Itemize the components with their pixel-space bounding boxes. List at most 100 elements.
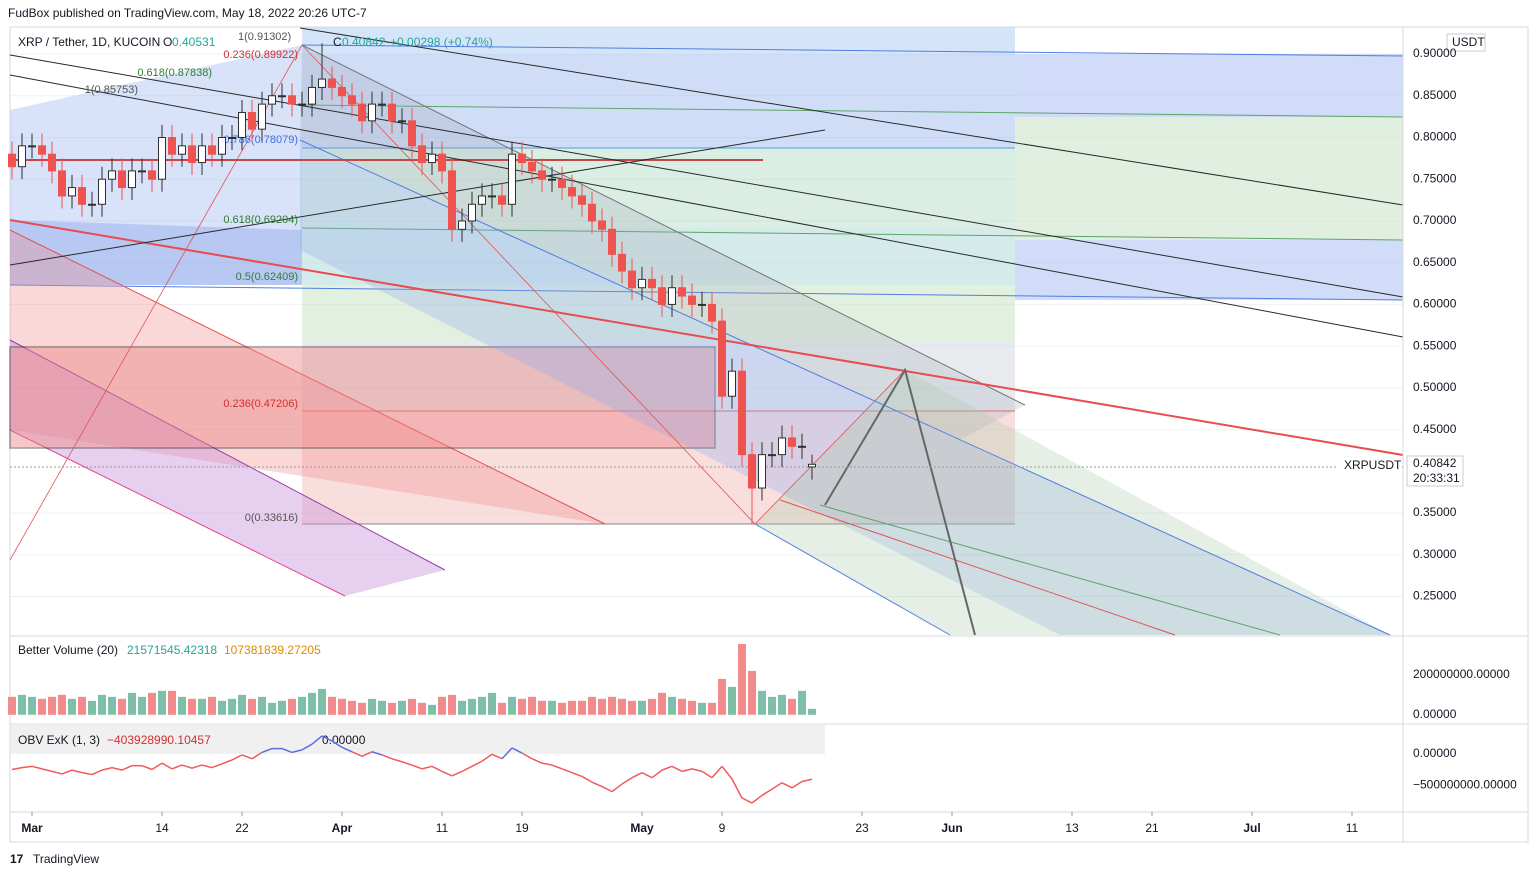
candle-body <box>518 153 526 164</box>
volume-bar <box>388 702 396 715</box>
fib-label: 0.618(0.69204) <box>223 214 298 226</box>
obv-line <box>671 765 683 773</box>
legend-close: 0.40842 <box>342 35 386 49</box>
countdown: 20:33:31 <box>1413 471 1460 485</box>
obv-line <box>781 782 793 789</box>
volume-bar <box>408 698 416 715</box>
candle-body <box>778 437 786 456</box>
obv-line <box>721 765 733 780</box>
candle-body <box>228 136 236 139</box>
x-tick-label: Mar <box>21 821 43 835</box>
volume-bar <box>538 700 546 715</box>
candle-body <box>98 178 106 205</box>
obv-line <box>141 764 153 771</box>
volume-bar <box>268 702 276 715</box>
candle-body <box>338 86 346 97</box>
volume-bar <box>188 698 196 715</box>
volume-bar <box>518 698 526 715</box>
candle-body <box>68 187 76 197</box>
candle-body <box>138 170 146 173</box>
fib-label: 0.5(0.62409) <box>236 271 298 283</box>
volume-bar <box>68 698 76 715</box>
candle-body <box>598 220 606 230</box>
volume-bar <box>758 690 766 715</box>
candle-body <box>168 136 176 155</box>
obv-line <box>471 760 483 767</box>
volume-bar <box>168 690 176 715</box>
volume-bar <box>558 702 566 715</box>
candle-body <box>328 78 336 88</box>
volume-bar <box>138 696 146 715</box>
volume-bar <box>448 694 456 715</box>
volume-bar <box>798 690 806 715</box>
candle-body <box>688 295 696 305</box>
volume-bar <box>158 690 166 715</box>
obv-line <box>301 743 313 751</box>
volume-bar <box>458 700 466 715</box>
candle-body <box>18 145 26 168</box>
candle-body <box>188 145 196 164</box>
volume-bar <box>398 700 406 715</box>
candle-body <box>608 228 616 255</box>
obv-line <box>421 765 433 770</box>
obv-line <box>751 794 763 804</box>
x-tick-label: 23 <box>855 821 869 835</box>
candle-body <box>798 445 806 448</box>
volume-bar <box>98 694 106 715</box>
volume-bar <box>298 696 306 715</box>
candle-body <box>738 370 746 456</box>
candle-body <box>668 287 676 305</box>
volume-bar <box>148 692 156 715</box>
volume-bar <box>198 698 206 715</box>
obv-line <box>161 762 173 770</box>
candle-body <box>248 111 256 130</box>
obv-tick-label: 0.00000 <box>1413 746 1457 760</box>
candle-body <box>48 153 56 172</box>
volume-bar <box>258 696 266 715</box>
obv-line <box>761 788 773 797</box>
obv-line <box>11 766 23 771</box>
volume-bar <box>738 643 746 715</box>
y-tick-label: 0.50000 <box>1413 380 1457 394</box>
symbol: XRPUSDT <box>1344 458 1402 472</box>
candle-body <box>378 103 386 106</box>
candle-body <box>348 95 356 105</box>
obv-line <box>381 754 393 760</box>
legend-open: 0.40531 <box>172 35 216 49</box>
volume-value: 21571545.42318 <box>127 643 217 657</box>
volume-bar <box>488 692 496 715</box>
candle-body <box>108 170 116 180</box>
obv-line <box>711 765 723 779</box>
x-tick-label: Apr <box>332 821 353 835</box>
volume-bar <box>648 698 656 715</box>
candle-body <box>638 278 646 289</box>
volume-bar <box>88 700 96 715</box>
y-tick-label: 0.35000 <box>1413 505 1457 519</box>
symbol-tag <box>1338 457 1402 475</box>
candle-body <box>508 153 516 205</box>
obv-value: 0.00000 <box>322 733 366 747</box>
obv-line <box>251 751 263 760</box>
candle-body <box>208 145 216 155</box>
obv-line <box>231 754 243 761</box>
y-tick-label: 0.25000 <box>1413 589 1457 603</box>
candle-body <box>238 111 246 138</box>
candle-body <box>78 187 86 205</box>
candle-body <box>708 303 716 322</box>
volume-value: 107381839.27205 <box>224 643 321 657</box>
volume-bar <box>528 696 536 715</box>
candle-body <box>718 320 726 397</box>
obv-line <box>351 751 363 757</box>
x-tick-label: 9 <box>719 821 726 835</box>
obv-tick-label: −500000000.00000 <box>1413 777 1517 791</box>
obv-line <box>21 765 33 769</box>
volume-bar <box>808 708 816 715</box>
x-tick-label: 14 <box>155 821 169 835</box>
obv-line <box>311 735 323 745</box>
volume-bar <box>608 696 616 715</box>
legend-c: C <box>333 35 342 49</box>
obv-line <box>651 769 663 779</box>
candle-body <box>298 103 306 106</box>
candle-body <box>278 95 286 98</box>
candle-body <box>458 220 466 230</box>
